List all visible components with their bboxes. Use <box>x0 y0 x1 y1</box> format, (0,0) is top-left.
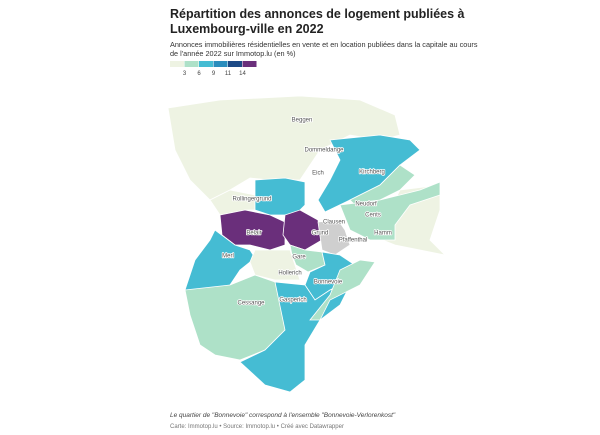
legend-swatch <box>199 61 213 67</box>
subtitle-line: de l'année 2022 sur Immotop.lu (en %) <box>170 49 296 58</box>
title-line: Répartition des annonces de logement pub… <box>170 7 465 21</box>
district-label: Merl <box>222 254 234 260</box>
district-label: Eich <box>312 171 324 177</box>
district-labels: Beggen Dommeldange Eich Kirchberg Rollin… <box>221 117 392 308</box>
district-label: Gare <box>292 255 306 261</box>
legend-tick-label: 9 <box>212 71 216 77</box>
district-label: Cents <box>365 213 381 219</box>
legend-swatch <box>228 61 242 67</box>
district-label: Dommeldange <box>304 148 344 154</box>
map <box>167 95 447 393</box>
legend-swatch <box>242 61 257 67</box>
region <box>282 209 323 251</box>
source: Carte: Immotop.lu • Source: Immotop.lu •… <box>170 424 344 430</box>
district-label: Hollerich <box>278 271 301 277</box>
legend-swatch <box>184 61 199 67</box>
legend-tick-label: 6 <box>197 71 201 77</box>
district-label: Clausen <box>323 220 345 226</box>
district-label: Belair <box>246 231 261 237</box>
legend-tick-label: 3 <box>183 71 187 77</box>
district-label: Bonnevoie <box>314 280 343 286</box>
district-label: Pfaffenthal <box>339 238 368 244</box>
district-label: Kirchberg <box>359 170 385 176</box>
legend: 3 6 9 11 14 <box>170 61 257 77</box>
subtitle-line: Annonces immobilières résidentielles en … <box>170 40 478 49</box>
region <box>339 181 441 241</box>
region <box>167 95 401 201</box>
footnote: Le quartier de "Bonnevoie" correspond à … <box>170 412 396 419</box>
region <box>289 244 326 273</box>
district-label: Neudorf <box>355 202 377 208</box>
legend-swatch <box>213 61 228 67</box>
region <box>309 259 376 321</box>
district-label: Grund <box>312 231 329 237</box>
district-label: Rollingergrund <box>232 197 271 203</box>
legend-swatch <box>170 61 184 67</box>
region <box>317 219 351 256</box>
district-label: Hamm <box>374 231 392 237</box>
region <box>249 249 301 281</box>
legend-tick-label: 11 <box>225 71 232 77</box>
district-label: Gasperich <box>279 298 306 304</box>
title-line: Luxembourg-ville en 2022 <box>170 22 324 36</box>
district-label: Cessange <box>237 301 265 307</box>
legend-tick-label: 14 <box>239 71 246 77</box>
district-label: Beggen <box>292 118 313 124</box>
